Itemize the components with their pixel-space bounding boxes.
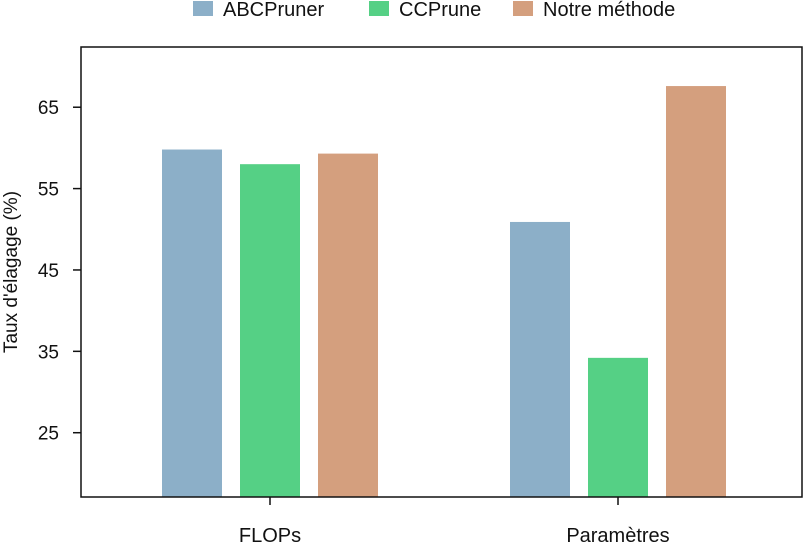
bars xyxy=(162,86,726,498)
y-tick-label: 65 xyxy=(38,98,59,119)
bar-notre-m-thode-1 xyxy=(666,86,726,497)
legend-label: Notre méthode xyxy=(543,0,675,21)
y-tick-label: 55 xyxy=(38,180,59,201)
bar-ccprune-1 xyxy=(588,357,648,497)
legend-swatch xyxy=(513,1,533,16)
y-axis: 25 35 45 55 65 xyxy=(38,98,81,445)
bar-abcpruner-0 xyxy=(162,149,222,497)
legend-label: CCPrune xyxy=(399,0,481,21)
plot-frame xyxy=(80,46,803,498)
legend-swatch xyxy=(193,1,213,16)
x-category-label: FLOPs xyxy=(239,525,301,544)
legend-label: ABCPruner xyxy=(223,0,324,21)
y-axis-title: Taux d'élagage (%) xyxy=(1,191,22,353)
y-tick-label: 35 xyxy=(38,342,59,363)
x-category-label: Paramètres xyxy=(566,525,669,544)
bar-ccprune-0 xyxy=(240,164,300,497)
x-axis: FLOPs Paramètres xyxy=(239,497,670,544)
legend: ABCPruner CCPrune Notre méthode xyxy=(193,0,675,21)
bar-notre-m-thode-0 xyxy=(318,153,378,498)
y-tick-label: 45 xyxy=(38,261,59,282)
legend-swatch xyxy=(369,1,389,16)
bar-abcpruner-1 xyxy=(510,221,570,498)
y-tick-label: 25 xyxy=(38,424,59,445)
